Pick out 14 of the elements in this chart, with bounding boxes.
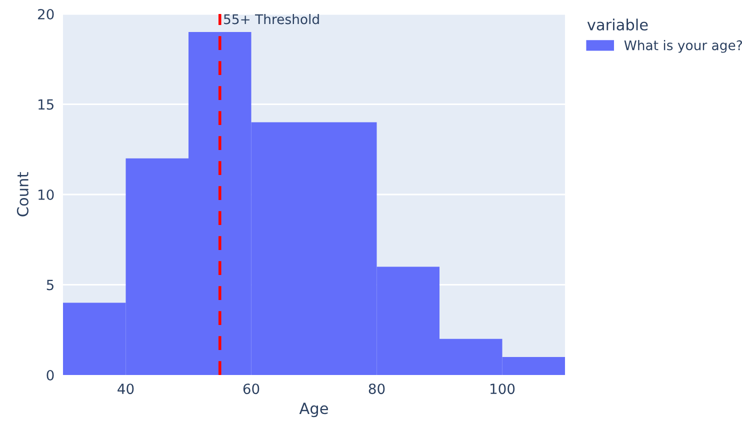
x-tick-label: 100 (490, 384, 515, 394)
legend-label: What is your age? (624, 40, 742, 53)
y-tick-label: 5 (46, 280, 54, 290)
ref-line-label: 55+ Threshold (224, 14, 319, 24)
y-axis-title: Count (16, 172, 28, 216)
y-tick-label: 0 (46, 370, 54, 380)
x-tick-label: 40 (118, 384, 134, 394)
y-tick-label: 15 (38, 99, 54, 110)
y-tick-label: 20 (38, 8, 54, 20)
x-axis-title: Age (299, 402, 328, 418)
x-tick-label: 80 (368, 384, 385, 394)
legend-title: variable (587, 18, 648, 30)
x-tick-label: 60 (243, 384, 260, 394)
y-tick-label: 10 (38, 189, 54, 200)
